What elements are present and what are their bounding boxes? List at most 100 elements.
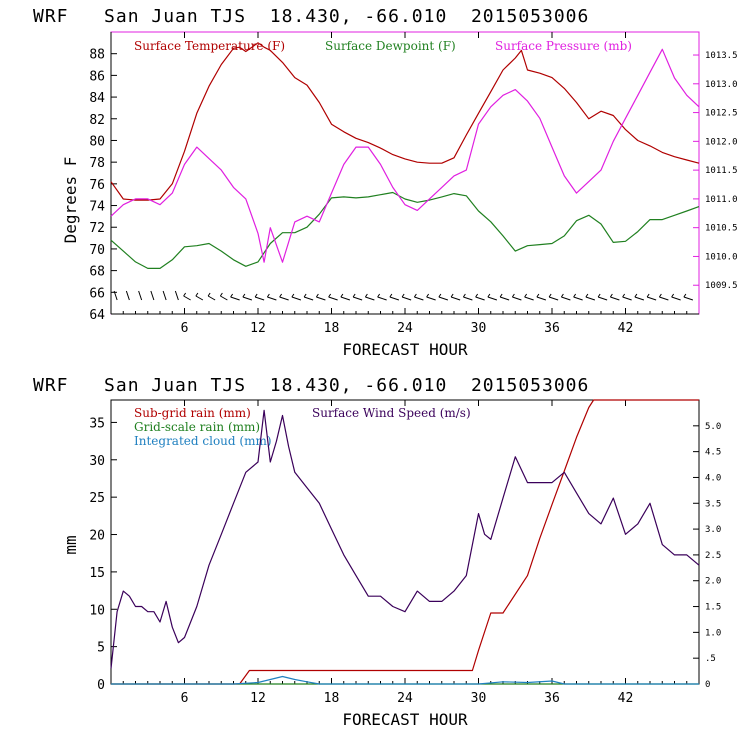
wind-barb (475, 296, 485, 301)
wind-barb-flag (475, 293, 479, 298)
y-tick-label: 5 (97, 641, 105, 656)
x-tick-label: 24 (397, 321, 413, 336)
wind-barb-flag (524, 293, 528, 298)
wind-barb (183, 295, 191, 301)
x-ticks-bottom: 6 12 18 24 30 36 42 (122, 400, 688, 706)
x-axis-label-bottom: FORECAST HOUR (342, 710, 468, 729)
wind-barb (230, 296, 240, 301)
wind-barb-flag (585, 293, 589, 298)
legend-integrated-cloud: Integrated cloud (mm) (134, 434, 272, 448)
wind-barb-flag (352, 293, 356, 298)
wind-barb (174, 290, 179, 301)
wind-barb-flag (646, 293, 650, 298)
wind-barb (125, 290, 130, 301)
y2-tick-label: 4.5 (705, 448, 721, 458)
wind-barb (597, 296, 608, 301)
wind-barb (610, 296, 620, 301)
y-tick-label: 20 (89, 529, 105, 544)
wind-barb (113, 290, 118, 301)
y2-tick-label: 4.0 (705, 473, 721, 483)
wind-barb-flag (671, 293, 675, 298)
y2-tick-label: 1010.0 (705, 252, 738, 262)
y-tick-label: 10 (89, 603, 105, 618)
wind-barb-flag (634, 293, 638, 298)
wind-barb (499, 296, 510, 301)
y2-ticks-bottom: 0 .5 1.0 1.5 2.0 2.5 3.0 3.5 4.0 4.5 5.0 (693, 422, 721, 690)
x-tick-label: 6 (181, 321, 189, 336)
rain-wind-panel: WRF San Juan TJS 18.430, -66.010 2015053… (33, 375, 721, 729)
wind-barb-flag (303, 293, 307, 298)
wind-barb (512, 296, 522, 301)
y-tick-label: 74 (89, 200, 105, 215)
y2-tick-label: 1012.5 (705, 109, 738, 119)
wind-barb (207, 295, 216, 301)
y-tick-label: 66 (89, 286, 105, 301)
wind-barb (150, 290, 155, 301)
x-tick-label: 12 (250, 691, 266, 706)
wind-barb (548, 296, 559, 301)
y-tick-label: 25 (89, 491, 105, 506)
wind-barb (438, 296, 449, 301)
y2-tick-label: 5.0 (705, 422, 721, 432)
wind-barb-flag (438, 293, 442, 298)
x-axis-label-top: FORECAST HOUR (342, 340, 468, 359)
wind-barb-flag (597, 293, 601, 298)
y-tick-label: 84 (89, 91, 105, 106)
wind-barb (414, 296, 424, 301)
wind-barb-flag (683, 293, 687, 298)
wind-barb (659, 296, 669, 301)
wind-barb (487, 296, 498, 301)
wind-barb-flag (364, 293, 368, 298)
wind-barb-flag (413, 293, 417, 298)
wind-barb-flag (548, 293, 552, 298)
wind-barb (377, 296, 387, 301)
wind-barb (646, 296, 657, 301)
wind-barb (340, 296, 351, 301)
x-ticks-top: 6 12 18 24 30 36 42 (122, 32, 688, 336)
x-tick-label: 30 (471, 691, 487, 706)
y-tick-label: 35 (89, 416, 105, 431)
y-tick-label: 64 (89, 308, 105, 323)
wind-barb-flag (487, 293, 491, 298)
wind-barb-flag (279, 293, 283, 298)
wind-barb-flag (242, 293, 246, 298)
legend-grid-scale-rain: Grid-scale rain (mm) (134, 420, 260, 434)
wind-barb (585, 296, 596, 301)
wind-barb (365, 296, 375, 301)
wind-barb-flag (183, 292, 187, 297)
x-tick-label: 18 (324, 321, 340, 336)
x-tick-label: 36 (544, 321, 560, 336)
y2-tick-label: 1.5 (705, 603, 721, 613)
wind-barb-flag (499, 293, 503, 298)
y-tick-label: 70 (89, 243, 105, 258)
wind-barb-flag (658, 293, 662, 298)
wind-barb (561, 296, 571, 301)
x-tick-label: 42 (618, 691, 634, 706)
wind-speed-line (110, 409, 700, 669)
wind-barb-flag (266, 293, 270, 298)
wind-barb-flag (254, 293, 258, 298)
wind-barb (254, 296, 265, 301)
y-tick-label: 68 (89, 265, 105, 280)
legend-surface-dewpoint: Surface Dewpoint (F) (325, 39, 456, 53)
x-tick-label: 6 (181, 691, 189, 706)
wind-barb-flag (450, 293, 454, 298)
wind-barb-flag (291, 293, 295, 298)
wind-barb-flag (560, 293, 564, 298)
y-tick-label: 0 (97, 678, 105, 693)
series-lines-top (110, 42, 700, 269)
integrated-cloud-line (111, 675, 699, 685)
wind-barb (389, 296, 400, 301)
wind-barb (162, 290, 167, 301)
wind-barb (536, 296, 547, 301)
wind-barb (220, 295, 228, 301)
x-tick-label: 24 (397, 691, 413, 706)
wind-barb-flag (622, 293, 626, 298)
wind-barb (267, 296, 277, 301)
wind-barb-flag (573, 293, 577, 298)
y-tick-label: 76 (89, 178, 105, 193)
wind-barb (634, 296, 645, 301)
wind-barb-flag (315, 293, 319, 298)
pressure-line (110, 48, 700, 263)
temperature-pressure-panel: WRF San Juan TJS 18.430, -66.010 2015053… (33, 6, 738, 359)
